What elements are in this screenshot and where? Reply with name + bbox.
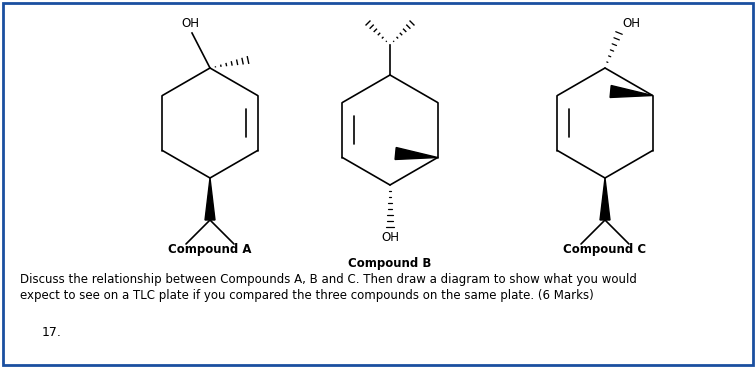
Text: Compound B: Compound B: [349, 256, 432, 269]
Text: Discuss the relationship between Compounds A, B and C. Then draw a diagram to sh: Discuss the relationship between Compoun…: [20, 273, 637, 287]
Text: 17.: 17.: [42, 326, 62, 339]
Polygon shape: [205, 178, 215, 220]
Polygon shape: [610, 85, 652, 98]
Polygon shape: [395, 148, 438, 159]
Text: OH: OH: [622, 17, 640, 30]
Text: Compound C: Compound C: [563, 244, 646, 256]
Text: OH: OH: [381, 231, 399, 244]
Text: Compound A: Compound A: [169, 244, 252, 256]
Polygon shape: [600, 178, 610, 220]
Text: expect to see on a TLC plate if you compared the three compounds on the same pla: expect to see on a TLC plate if you comp…: [20, 290, 593, 302]
Text: OH: OH: [181, 17, 199, 30]
